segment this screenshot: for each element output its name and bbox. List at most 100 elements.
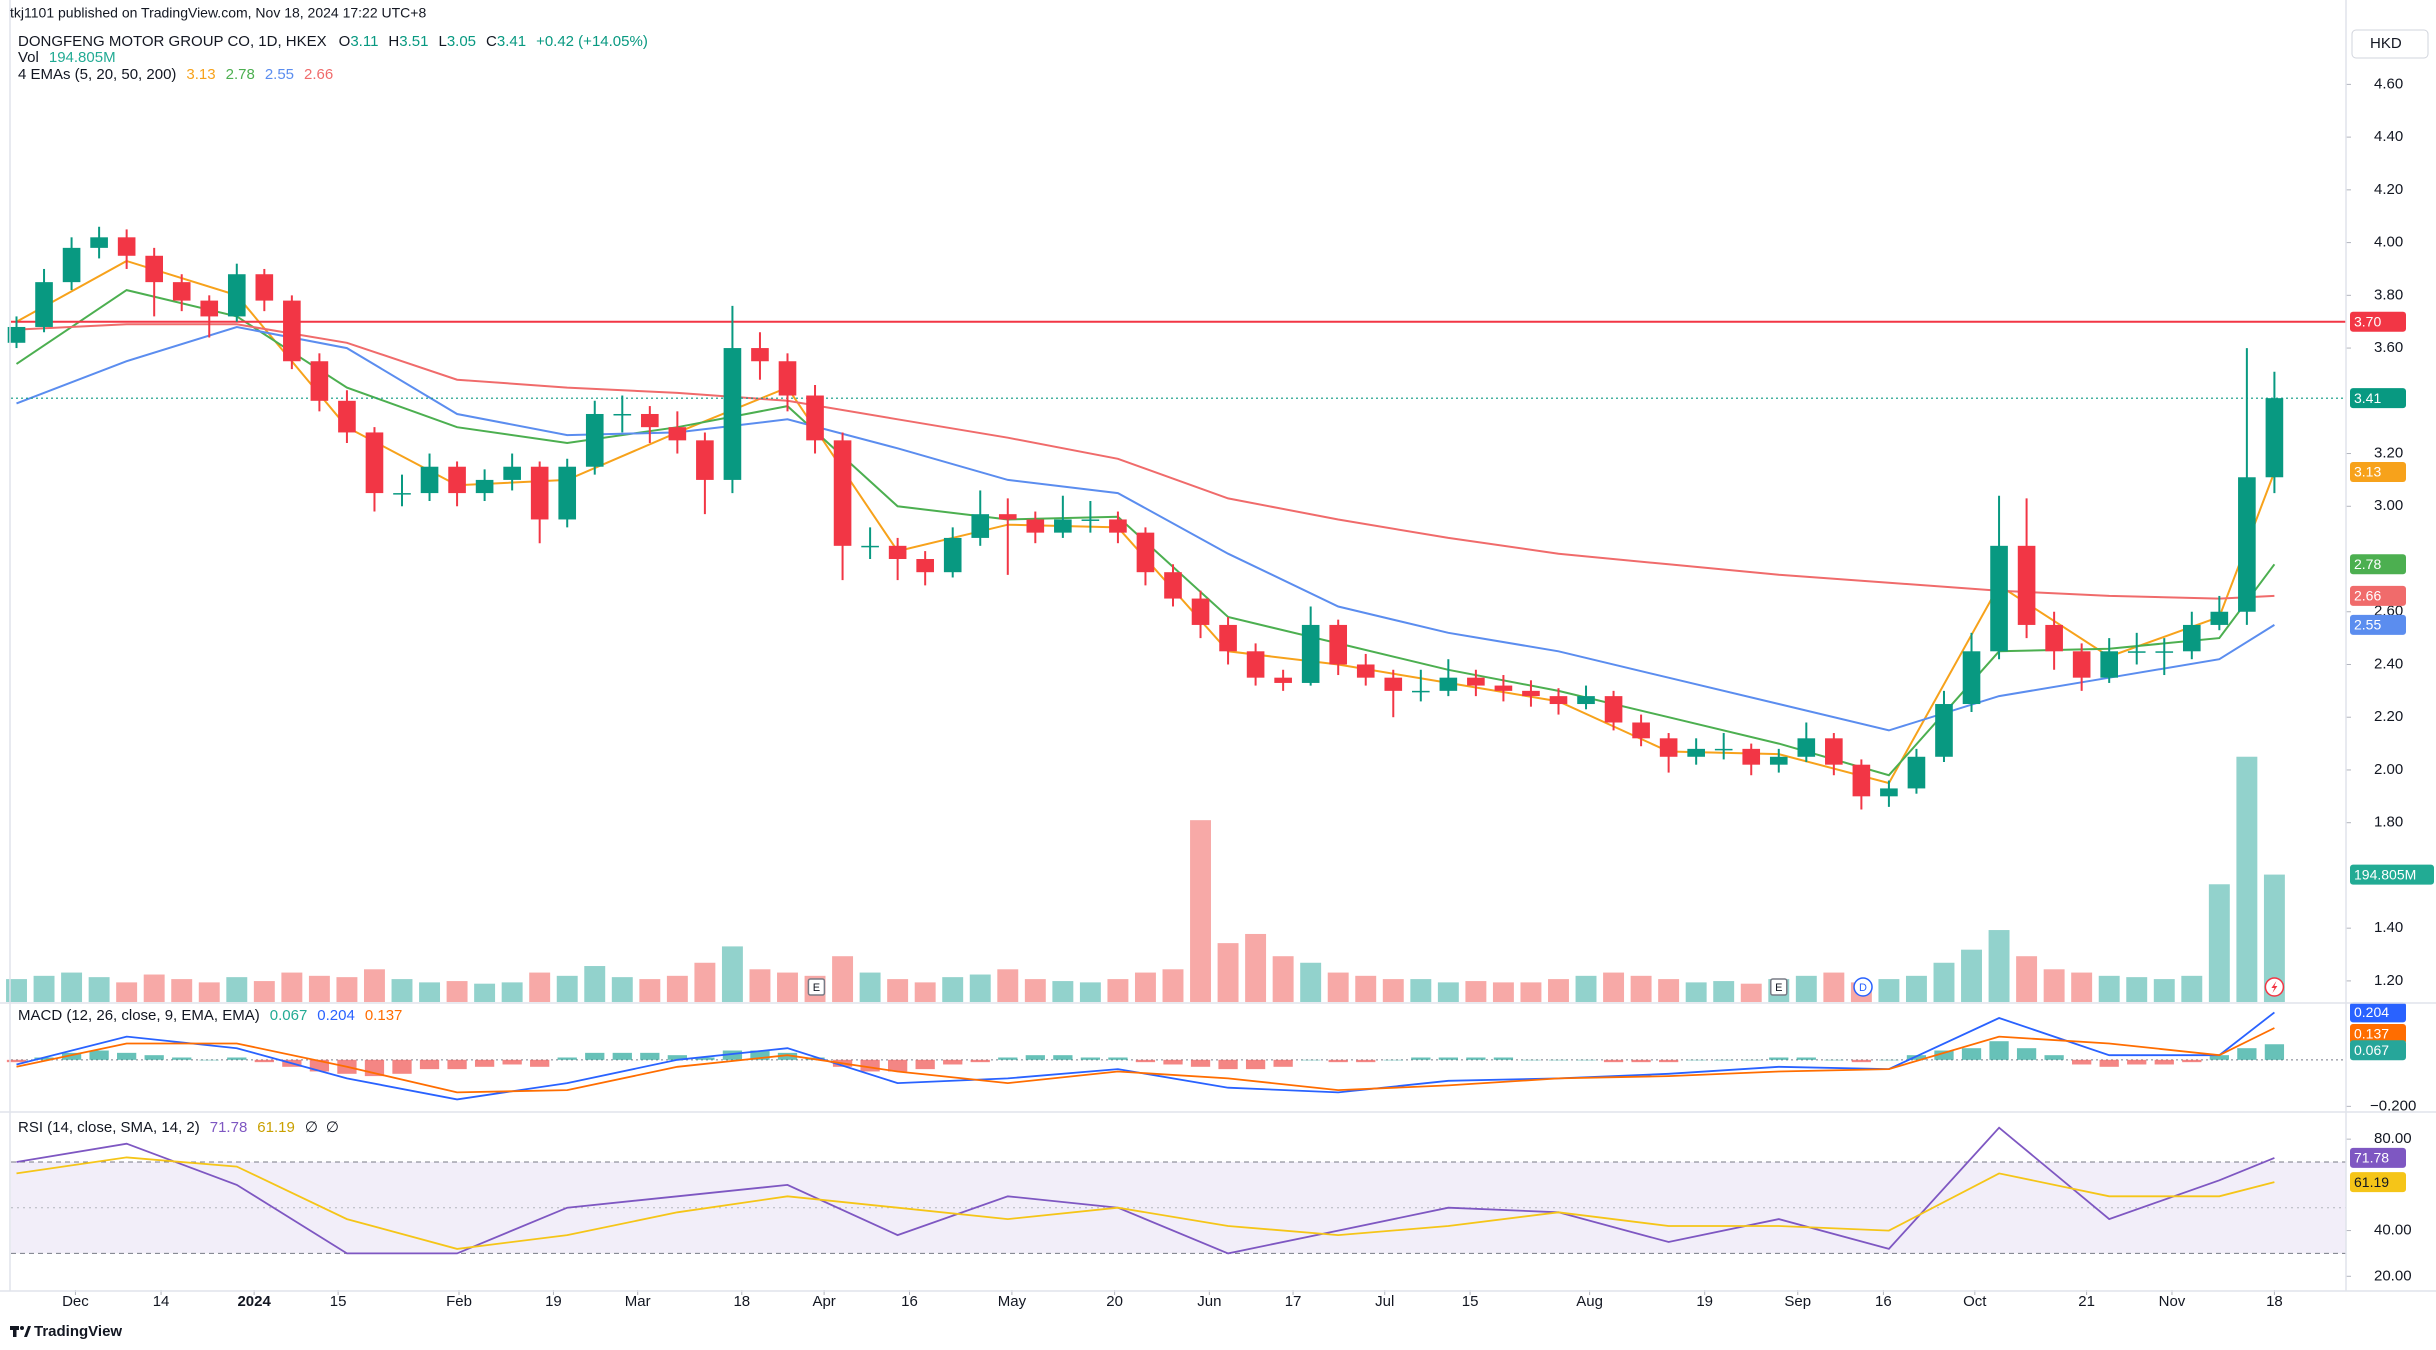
macd-histogram: [89, 1050, 109, 1060]
macd-histogram: [447, 1059, 467, 1070]
x-tick-label: 18: [2266, 1293, 2283, 1310]
candle-body: [1219, 624, 1237, 652]
volume-bar: [1465, 981, 1487, 1002]
price-label: 194.805M: [2354, 866, 2416, 882]
macd-histogram: [1796, 1057, 1816, 1060]
volume-bar: [1823, 972, 1845, 1002]
ohlc-value: 3.05: [447, 33, 476, 50]
x-tick-label: 21: [2078, 1293, 2095, 1310]
volume-bar: [364, 969, 385, 1002]
volume-bar: [2208, 884, 2230, 1002]
macd-histogram: [117, 1052, 137, 1060]
volume-bar: [859, 972, 881, 1002]
volume-bar: [6, 979, 27, 1002]
volume-bar: [1520, 982, 1542, 1002]
candle-body: [2210, 611, 2229, 625]
y-tick-label: 1.20: [2374, 972, 2403, 989]
volume-bar: [1878, 979, 1900, 1002]
currency-box[interactable]: [2351, 29, 2429, 59]
candle-body: [1109, 519, 1127, 533]
macd-histogram: [1658, 1059, 1679, 1063]
news-icon: [2271, 981, 2278, 993]
candle-body: [1439, 677, 1458, 691]
volume-bar: [33, 975, 55, 1002]
macd-histogram: [1576, 1059, 1596, 1061]
volume-bar: [1382, 979, 1404, 1002]
macd-histogram: [1521, 1059, 1541, 1061]
ohlc-key: L: [438, 33, 446, 50]
rsi-value: 71.78: [210, 1119, 248, 1136]
macd-histogram: [309, 1059, 330, 1072]
volume-bar: [281, 972, 303, 1002]
volume-name: Vol: [18, 49, 39, 66]
candle-body: [971, 514, 990, 538]
x-tick-label: May: [998, 1293, 1027, 1310]
candle-body: [1852, 764, 1871, 797]
candle-body: [1274, 677, 1292, 683]
y-tick-label: 4.40: [2374, 128, 2403, 145]
macd-histogram: [2099, 1059, 2119, 1067]
volume-bar: [2181, 975, 2203, 1002]
macd-histogram: [1301, 1059, 1321, 1061]
volume-bar: [1107, 979, 1129, 1002]
candle-body: [2045, 624, 2063, 652]
candle-body: [1301, 624, 1320, 683]
event-label: D: [1859, 982, 1867, 994]
candle-body: [778, 361, 797, 396]
candle-body: [1384, 677, 1403, 691]
volume-bar: [914, 982, 936, 1002]
macd-histogram: [474, 1059, 495, 1067]
volume-bar: [474, 983, 496, 1002]
candle-body: [2072, 651, 2091, 678]
macd-histogram: [1080, 1057, 1101, 1060]
macd-value: 0.137: [365, 1007, 403, 1024]
candle-body: [806, 395, 824, 441]
price-label: 2.55: [2354, 617, 2381, 633]
candle-body: [1246, 651, 1265, 678]
ema-value: 2.55: [265, 66, 294, 83]
candle-body: [1990, 545, 2008, 652]
macd-histogram: [530, 1059, 550, 1067]
macd-histogram: [1851, 1059, 1872, 1063]
volume-bar: [419, 982, 441, 1002]
macd-histogram: [1383, 1059, 1403, 1061]
ohlc-key: C: [486, 33, 497, 50]
x-tick-label: 19: [1696, 1293, 1713, 1310]
candle-body: [1907, 756, 1926, 789]
macd-histogram: [612, 1052, 632, 1060]
macd-line: [16, 1027, 2275, 1094]
candle-body: [2017, 545, 2036, 625]
volume-bar: [997, 969, 1019, 1002]
event-marker: [1770, 978, 1788, 996]
macd-histogram: [970, 1059, 990, 1063]
volume-legend: Vol 194.805M: [18, 49, 116, 66]
volume-bar: [116, 982, 138, 1002]
candle-body: [1467, 677, 1485, 686]
volume-bar: [88, 977, 110, 1002]
price-label: 61.19: [2354, 1174, 2389, 1190]
volume-bar: [143, 974, 165, 1002]
candle-body: [1769, 756, 1788, 765]
candle-body: [393, 493, 411, 495]
volume-bar: [1630, 975, 1652, 1002]
y-tick-label: 3.20: [2374, 445, 2403, 462]
candle-body: [833, 440, 852, 546]
macd-histogram: [915, 1059, 935, 1070]
y-tick-label: 2.20: [2374, 708, 2403, 725]
candle-body: [62, 247, 81, 283]
macd-histogram: [585, 1052, 605, 1060]
volume-bar: [1961, 949, 1982, 1002]
y-tick-label: 4.00: [2374, 234, 2403, 251]
event-marker: [1853, 977, 1873, 997]
candle-body: [1935, 704, 1953, 757]
candle-body: [1632, 722, 1650, 739]
candle-body: [283, 300, 301, 362]
volume-bar: [2098, 975, 2120, 1002]
candle-body: [723, 348, 742, 480]
rsi-extra: ∅: [305, 1119, 318, 1136]
macd-legend: MACD (12, 26, close, 9, EMA, EMA) 0.067 0.…: [18, 1007, 402, 1024]
currency[interactable]: HKD: [2370, 35, 2402, 52]
volume-bar: [1190, 820, 1211, 1002]
candle-body: [585, 413, 604, 467]
x-tick-label: 17: [1285, 1293, 1302, 1310]
